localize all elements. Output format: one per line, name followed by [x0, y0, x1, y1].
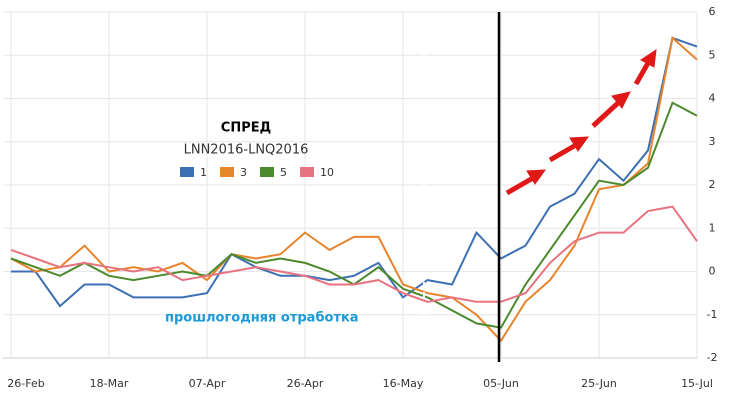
x-tick-label: 16-May	[383, 377, 424, 390]
y-tick-label: -1	[707, 308, 718, 321]
legend: 1 3 5 10	[180, 166, 334, 179]
legend-title: СПРЕД	[221, 121, 271, 136]
y-tick-label: 6	[709, 5, 716, 18]
arrow-head	[640, 48, 657, 68]
legend-label: 1	[200, 166, 207, 179]
x-tick-label: 26-Apr	[287, 377, 324, 390]
legend-swatch	[220, 167, 234, 177]
y-tick-label: 1	[709, 221, 716, 234]
lines	[10, 35, 698, 343]
legend-subtitle: LNN2016-LNQ2016	[184, 143, 309, 158]
legend-label: 10	[320, 166, 334, 179]
x-tick-label: 07-Apr	[189, 377, 226, 390]
y-tick-label: 2	[709, 178, 716, 191]
legend-swatch	[180, 167, 194, 177]
arrow	[591, 101, 620, 128]
legend-label: 5	[280, 166, 287, 179]
arrow	[505, 175, 535, 196]
series-line	[11, 36, 698, 308]
legend-swatch	[300, 167, 314, 177]
annotation: прошлогодняя отработка	[165, 311, 359, 326]
x-tick-label: 25-Jun	[581, 377, 617, 390]
y-tick-label: -2	[707, 351, 718, 364]
y-tick-label: 4	[709, 92, 716, 105]
arrows	[505, 48, 657, 196]
arrow	[548, 142, 578, 163]
x-tick-label: 18-Mar	[90, 377, 129, 390]
arrow-head	[569, 136, 590, 152]
arrow-head	[611, 91, 631, 109]
y-tick-label: 5	[709, 48, 716, 61]
legend-swatch	[260, 167, 274, 177]
y-tick-label: 3	[709, 135, 716, 148]
x-tick-label: 05-Jun	[483, 377, 519, 390]
x-tick-label: 26-Feb	[7, 377, 44, 390]
series-line	[10, 35, 698, 343]
arrow-head	[526, 169, 547, 185]
legend-label: 3	[240, 166, 247, 179]
y-tick-label: 0	[709, 265, 716, 278]
series-line	[10, 205, 698, 303]
grid	[3, 11, 698, 359]
x-tick-label: 15-Jul	[681, 377, 713, 390]
arrow	[633, 61, 651, 86]
